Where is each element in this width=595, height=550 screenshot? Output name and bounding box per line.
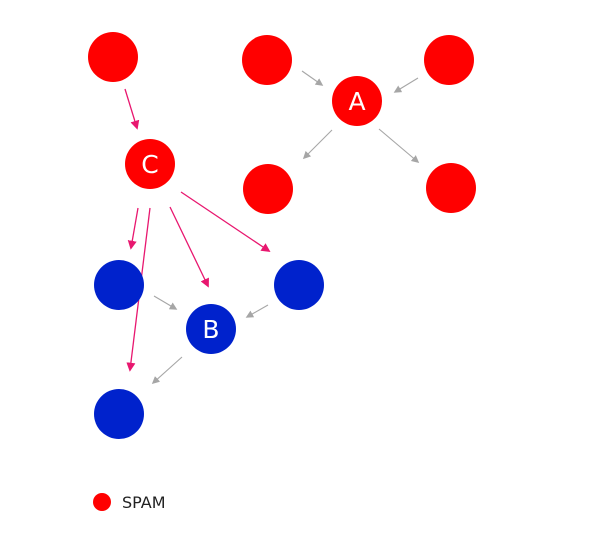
- edge-n1-to-c: [124, 88, 140, 130]
- node-label-c: C: [141, 150, 158, 179]
- node-n3: [424, 35, 474, 85]
- node-circle-b2: [274, 260, 324, 310]
- edge-c-to-b1: [127, 207, 139, 250]
- node-b3: [94, 389, 144, 439]
- nodes-layer: A C B: [88, 32, 476, 439]
- edge-a-to-n5: [302, 129, 333, 160]
- edge-c-to-b2: [180, 191, 271, 253]
- node-c: C: [125, 139, 175, 189]
- legend-spam-label: SPAM: [122, 493, 166, 512]
- edge-c-to-b: [169, 206, 209, 288]
- edge-a-to-n6: [378, 128, 420, 163]
- edge-b-to-b3: [151, 356, 183, 385]
- node-circle-b3: [94, 389, 144, 439]
- edge-n3-to-a: [393, 77, 419, 93]
- node-n2: [242, 35, 292, 85]
- node-n5: [243, 164, 293, 214]
- node-circle-n2: [242, 35, 292, 85]
- node-label-b: B: [202, 315, 219, 344]
- node-circle-b1: [94, 260, 144, 310]
- edge-b2-to-b: [245, 304, 269, 318]
- node-b1: [94, 260, 144, 310]
- node-label-a: A: [348, 87, 365, 116]
- node-circle-n1: [88, 32, 138, 82]
- legend: SPAM: [93, 493, 166, 512]
- legend-spam-dot: [93, 493, 111, 511]
- node-a: A: [332, 76, 382, 126]
- node-circle-n3: [424, 35, 474, 85]
- node-circle-n5: [243, 164, 293, 214]
- node-circle-c: [125, 139, 175, 189]
- node-circle-b: [186, 304, 236, 354]
- node-b2: [274, 260, 324, 310]
- node-n6: [426, 163, 476, 213]
- node-circle-a: [332, 76, 382, 126]
- node-n1: [88, 32, 138, 82]
- edge-n2-to-a: [301, 70, 324, 86]
- node-circle-n6: [426, 163, 476, 213]
- edge-b1-to-b: [153, 295, 178, 310]
- node-b: B: [186, 304, 236, 354]
